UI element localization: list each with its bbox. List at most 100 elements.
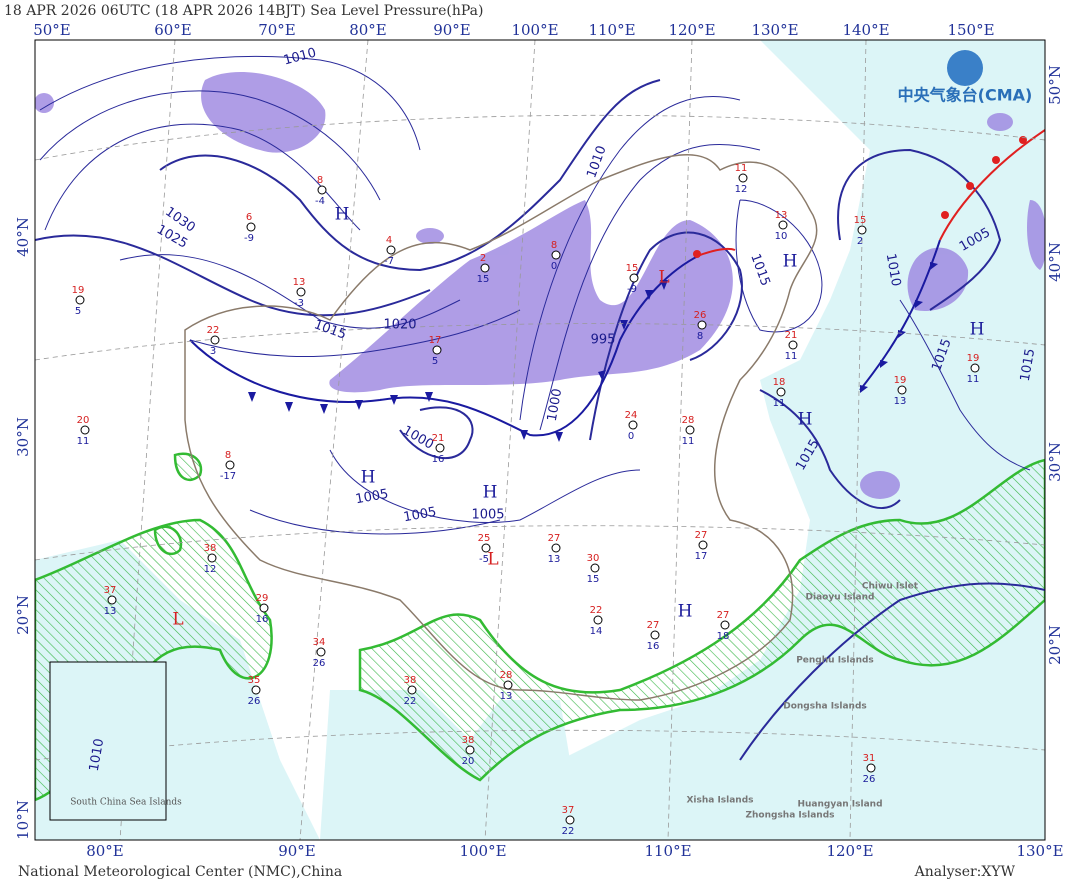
isobar-label: 1005	[471, 508, 504, 523]
lat-label-left: 20°N	[14, 595, 32, 635]
station-circle	[857, 225, 867, 235]
station: 80	[551, 240, 561, 272]
station-circle	[738, 173, 748, 183]
station: 8 -17	[220, 450, 236, 482]
station-temp: 27	[695, 530, 708, 541]
station-circle	[565, 815, 575, 825]
station-temp: 17	[429, 335, 442, 346]
lon-label-bottom: 80°E	[86, 842, 124, 860]
station-dewpoint: 13	[894, 396, 907, 407]
station: 38 22	[404, 675, 417, 707]
pressure-center: H	[361, 468, 376, 488]
isobar-label: 1010	[87, 737, 108, 772]
station-circle	[628, 420, 638, 430]
lon-label-top: 100°E	[511, 21, 558, 39]
station-temp: 27	[717, 610, 730, 621]
place-label: Dongsha Islands	[783, 702, 867, 712]
station-circle	[465, 745, 475, 755]
station-dewpoint: 26	[863, 774, 876, 785]
isobar-label: 1010	[883, 252, 904, 287]
station-dewpoint: -3	[294, 298, 304, 309]
station: 27 17	[695, 530, 708, 562]
station-circle	[788, 340, 798, 350]
station-temp: 8	[317, 175, 323, 186]
station-temp: 19	[967, 353, 980, 364]
warm-front	[693, 129, 1045, 258]
station-temp: 29	[256, 593, 269, 604]
station: 4 -7	[384, 235, 396, 267]
station-dewpoint: 8	[697, 331, 703, 342]
station: 2 15	[477, 253, 490, 285]
station-dewpoint: 15	[477, 274, 490, 285]
station-dewpoint: 5	[75, 306, 81, 317]
station-temp: 21	[432, 433, 445, 444]
station-temp: 38	[462, 735, 475, 746]
lon-label-top: 120°E	[668, 21, 715, 39]
station-temp: 31	[863, 753, 876, 764]
station-circle	[650, 630, 660, 640]
lat-label-left: 40°N	[14, 217, 32, 257]
station-dewpoint: 18	[717, 631, 730, 642]
station-temp: 13	[775, 210, 788, 221]
station-temp: 4	[386, 235, 392, 246]
station: 35 26	[248, 675, 261, 707]
station: 37 22	[562, 805, 575, 837]
station-temp: 15	[626, 263, 639, 274]
lon-label-top: 90°E	[433, 21, 471, 39]
station: 15 2	[854, 215, 867, 247]
station-dewpoint: 3	[210, 346, 216, 357]
station-dewpoint: 11	[682, 436, 695, 447]
map-body: South China Sea Islands 中央气象台(CMA) 10101…	[35, 40, 1045, 840]
lon-label-top: 110°E	[588, 21, 635, 39]
station-circle	[432, 345, 442, 355]
station-temp: 27	[548, 533, 561, 544]
station-dewpoint: 14	[590, 626, 603, 637]
lat-label-right: 20°N	[1046, 625, 1064, 665]
place-label: Zhongsha Islands	[745, 811, 834, 821]
station-temp: 28	[682, 415, 695, 426]
graticule	[35, 40, 1045, 840]
station-circle	[593, 615, 603, 625]
station-dewpoint: -4	[315, 196, 325, 207]
station-dewpoint: 16	[256, 614, 269, 625]
station: 22 3	[207, 325, 220, 357]
station-temp: 20	[77, 415, 90, 426]
station-dewpoint: 11	[785, 351, 798, 362]
lat-label-right: 30°N	[1046, 442, 1064, 482]
station-temp: 24	[625, 410, 638, 421]
station-dewpoint: 11	[967, 374, 980, 385]
station-temp: 6	[246, 212, 252, 223]
station: 17 5	[429, 335, 442, 367]
station: 15 -9	[626, 263, 639, 295]
station-circle	[296, 287, 306, 297]
station: 37 13	[104, 585, 117, 617]
station-circle	[210, 335, 220, 345]
station: 6 -9	[244, 212, 256, 244]
lat-label-left: 30°N	[14, 417, 32, 457]
station-temp: 18	[773, 377, 786, 388]
station-dewpoint: -9	[627, 284, 637, 295]
station-circle	[551, 543, 561, 553]
lon-label-top: 150°E	[947, 21, 994, 39]
map-frame	[34, 39, 1046, 841]
station-temp: 27	[647, 620, 660, 631]
inset-label: South China Sea Islands	[70, 798, 182, 808]
station: 22 14	[590, 605, 603, 637]
station-temp: 37	[104, 585, 117, 596]
station-temp: 25	[478, 533, 491, 544]
place-label: Diaoyu Island	[806, 593, 875, 603]
lon-label-bottom: 130°E	[1016, 842, 1063, 860]
header-title: 18 APR 2026 06UTC (18 APR 2026 14BJT) Se…	[4, 3, 484, 19]
station-dewpoint: 12	[735, 184, 748, 195]
station-dewpoint: -5	[479, 554, 489, 565]
station-temp: 38	[204, 543, 217, 554]
lon-label-bottom: 110°E	[644, 842, 691, 860]
station-temp: 35	[248, 675, 261, 686]
place-label: Xisha Islands	[686, 796, 753, 806]
station: 24 0	[625, 410, 638, 442]
station-dewpoint: 26	[313, 658, 326, 669]
pressure-center: H	[678, 602, 693, 622]
lon-label-top: 60°E	[154, 21, 192, 39]
